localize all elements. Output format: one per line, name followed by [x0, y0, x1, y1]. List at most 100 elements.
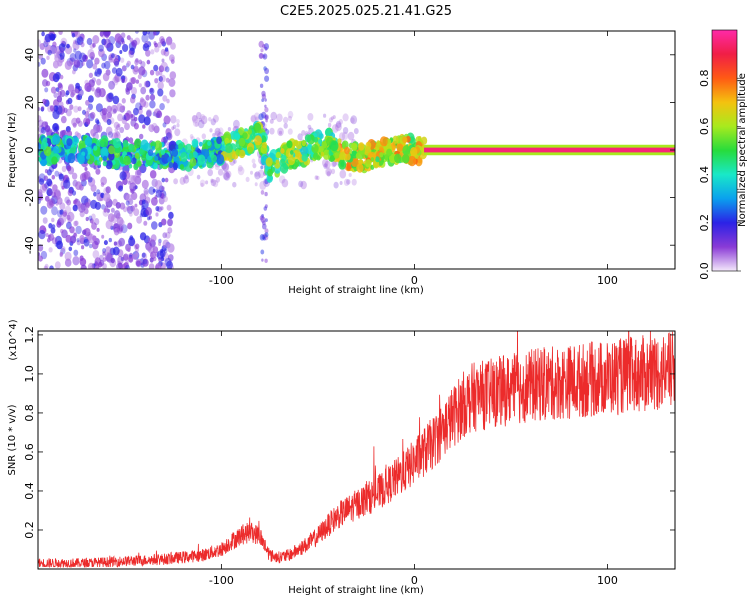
- spectrogram-cell: [73, 249, 79, 256]
- snr-y-label: SNR (10 * v/v): [7, 404, 18, 475]
- spectrogram-cell: [211, 154, 217, 163]
- spectrogram-cell: [324, 160, 331, 169]
- spectrogram-cell: [264, 232, 269, 238]
- spectrogram-cell: [297, 133, 303, 141]
- spectrogram-cell: [149, 94, 156, 101]
- spectrogram-cell: [162, 239, 170, 248]
- spectrogram-cell: [148, 124, 155, 133]
- spectrogram-cell: [307, 143, 313, 150]
- spectrogram-cell: [48, 233, 55, 241]
- spectrogram-cell: [42, 79, 48, 87]
- spectrogram-cell: [52, 110, 60, 120]
- spectrogram-cell: [138, 59, 143, 65]
- spectrogram-cell: [59, 251, 64, 256]
- spectrogram-cell: [72, 204, 78, 212]
- spectrogram-cell: [39, 195, 44, 201]
- spectrogram-cell: [179, 164, 184, 170]
- spectrogram-cell: [136, 260, 141, 267]
- spectrogram-cell: [134, 138, 142, 149]
- spectrogram-cell: [129, 235, 134, 241]
- spectrogram-cell: [105, 126, 113, 136]
- spectrogram-cell: [264, 107, 269, 113]
- spectrogram-cell: [408, 155, 417, 167]
- spectrogram-cell: [38, 244, 44, 252]
- spectrogram-cell: [313, 137, 319, 143]
- spectrogram-cell: [293, 159, 300, 168]
- spectrogram-cell: [161, 153, 170, 164]
- spectrogram-cell: [46, 169, 52, 176]
- spectrogram-cell: [115, 40, 122, 49]
- spectrogram-cell: [210, 179, 217, 187]
- spectrogram-cell: [129, 47, 135, 55]
- spectrogram-cell: [345, 153, 351, 161]
- spectrogram-cell: [51, 174, 56, 180]
- spectrogram-cell: [167, 243, 175, 253]
- spectrogram-cell: [159, 74, 166, 83]
- spectrogram-cell: [165, 77, 170, 83]
- spectrogram-cell: [164, 66, 170, 73]
- spectrogram-cell: [130, 77, 137, 84]
- spectrogram-cell: [252, 163, 257, 169]
- spectrogram-cell: [147, 247, 151, 252]
- spectrogram-cell: [201, 133, 206, 140]
- spectrogram-cell: [261, 90, 266, 97]
- snr-x-tick-label: 100: [597, 574, 618, 587]
- spectrogram-cell: [70, 235, 77, 244]
- spectrogram-cell: [314, 175, 318, 180]
- spectrogram-cell: [113, 121, 120, 129]
- spectrogram-cell: [79, 234, 85, 242]
- spectrogram-cell: [142, 258, 148, 265]
- spectrogram-cell: [321, 140, 328, 149]
- spectrogram-cell: [223, 172, 231, 181]
- spectrogram-cell: [131, 87, 137, 95]
- spectrogram-cell: [258, 52, 264, 60]
- spectrogram-cell: [111, 53, 115, 59]
- spectrogram-cell: [169, 89, 176, 98]
- spectrogram-cell: [93, 145, 98, 151]
- spectrogram-cell: [113, 228, 120, 236]
- spectrogram-cell: [322, 158, 329, 168]
- spectrogram-cell: [141, 252, 146, 258]
- spectrogram-cell: [161, 177, 166, 183]
- spectrogram-cell: [59, 213, 67, 224]
- spectrogram-cell: [168, 162, 174, 169]
- spectrogram-cell: [77, 120, 83, 127]
- spectrogram-cell: [196, 111, 202, 120]
- spectrogram-cell: [250, 114, 257, 123]
- spectrogram-cell: [52, 41, 57, 48]
- spectrogram-cell: [209, 128, 213, 133]
- spectrogram-cell: [250, 170, 253, 175]
- spectrogram-cell: [121, 78, 125, 83]
- spectrogram-cell: [168, 78, 176, 87]
- spectrogram-cell: [110, 104, 118, 115]
- spectrogram-cell: [342, 127, 349, 134]
- spectrogram-cell: [73, 59, 81, 68]
- spectrogram-cell: [57, 209, 63, 218]
- spectrogram-cell: [100, 176, 107, 186]
- spectrogram-cell: [355, 152, 361, 159]
- spectrogram-cell: [254, 135, 262, 146]
- spectrogram-cell: [402, 153, 410, 164]
- spectrogram-cell: [54, 126, 58, 131]
- spectrogram-cell: [38, 156, 42, 162]
- spectrogram-cell: [95, 168, 101, 175]
- spectrogram-cell: [50, 227, 56, 234]
- spectrogram-cell: [44, 125, 51, 133]
- snr-series-line: [38, 331, 675, 569]
- spectrogram-cell: [46, 55, 50, 60]
- spectrogram-cell: [372, 160, 380, 169]
- spectrogram-cell: [198, 117, 202, 122]
- spectrogram-cell: [68, 246, 73, 252]
- spectrogram-panel: -100 0 100 -40 -20 0 20 40 Height of straight …: [7, 30, 676, 296]
- spectrogram-cell: [54, 261, 61, 269]
- spectrogram-cell: [210, 118, 216, 126]
- spectrogram-cell: [102, 208, 110, 217]
- spectrogram-cell: [75, 37, 81, 46]
- spectrogram-cell: [102, 72, 110, 82]
- carrier-line: [424, 147, 675, 153]
- spectrogram-cell: [117, 123, 121, 128]
- spectrogram-cell: [44, 87, 49, 93]
- spectrogram-cell: [82, 54, 88, 62]
- spectrogram-cell: [108, 80, 115, 90]
- spectrogram-cell: [162, 95, 168, 102]
